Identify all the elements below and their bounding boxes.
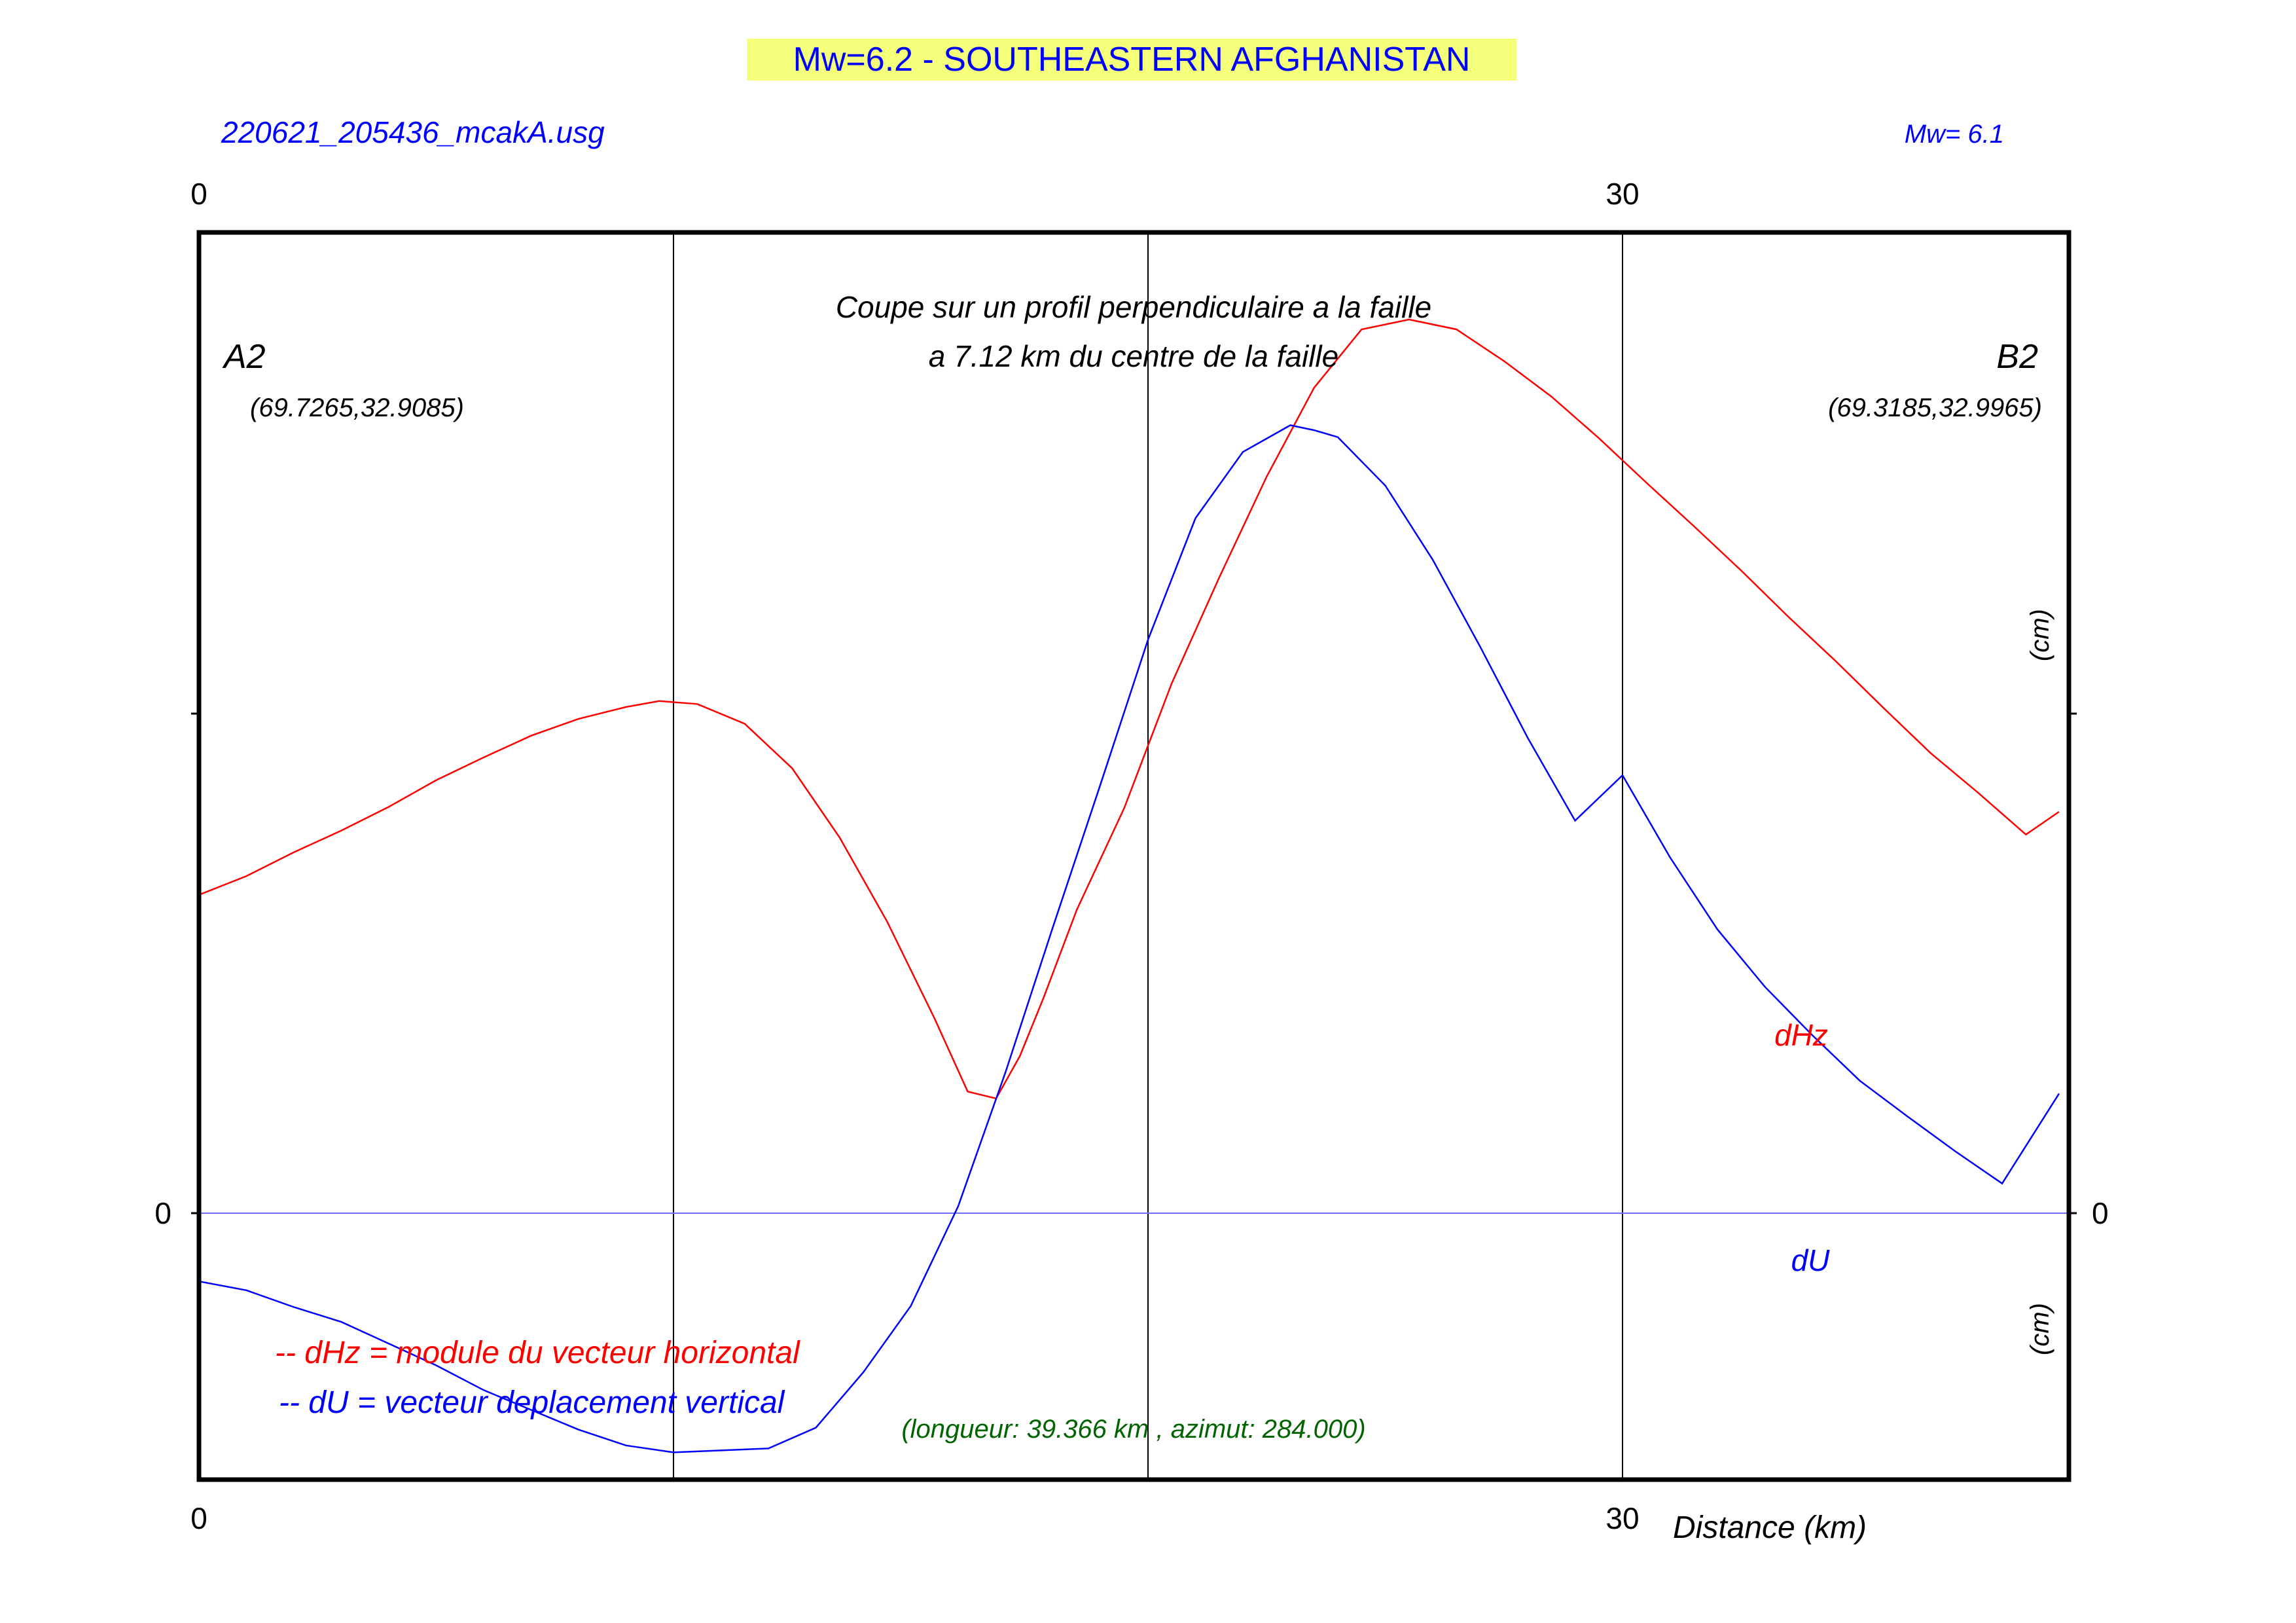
legend-dhz-entry: -- dHz = module du vecteur horizontal bbox=[275, 1336, 800, 1370]
chart-title: Mw=6.2 - SOUTHEASTERN AFGHANISTAN bbox=[793, 41, 1471, 79]
mw-value-label: Mw= 6.1 bbox=[1905, 120, 2004, 149]
point-b-label: B2 bbox=[1996, 338, 2038, 376]
length-azimuth-note: (longueur: 39.366 km , azimut: 284.000) bbox=[901, 1415, 1365, 1444]
point-a-label: A2 bbox=[222, 338, 266, 376]
x-axis-label: Distance (km) bbox=[1673, 1510, 1867, 1545]
right-y-tick-label-0: 0 bbox=[2092, 1196, 2109, 1230]
unit-label-lower: (cm) bbox=[2026, 1303, 2054, 1355]
bottom-x-tick-label-30: 30 bbox=[1605, 1501, 1639, 1535]
title-highlight bbox=[747, 39, 1516, 81]
unit-label-upper: (cm) bbox=[2026, 609, 2054, 661]
top-x-tick-label-0: 0 bbox=[190, 177, 207, 211]
profile-description-line2: a 7.12 km du centre de la faille bbox=[929, 339, 1338, 373]
top-x-tick-label-30: 30 bbox=[1605, 177, 1639, 211]
legend-du-entry: -- dU = vecteur deplacement vertical bbox=[279, 1385, 785, 1420]
point-b-coords: (69.3185,32.9965) bbox=[1828, 393, 2042, 422]
vertical-gridlines bbox=[673, 232, 1623, 1480]
point-a-coords: (69.7265,32.9085) bbox=[250, 393, 464, 422]
left-y-tick-label-0: 0 bbox=[154, 1196, 171, 1230]
source-file-label: 220621_205436_mcakA.usg bbox=[221, 115, 605, 149]
profile-description-line1: Coupe sur un profil perpendiculaire a la… bbox=[836, 290, 1431, 324]
du-series-line bbox=[198, 424, 2060, 1453]
bottom-x-tick-label-0: 0 bbox=[190, 1501, 207, 1535]
du-series-label: dU bbox=[1791, 1243, 1831, 1277]
dhz-series-label: dHz bbox=[1774, 1018, 1828, 1052]
plot-frame bbox=[196, 230, 2072, 1482]
dhz-series-line bbox=[198, 318, 2060, 1100]
